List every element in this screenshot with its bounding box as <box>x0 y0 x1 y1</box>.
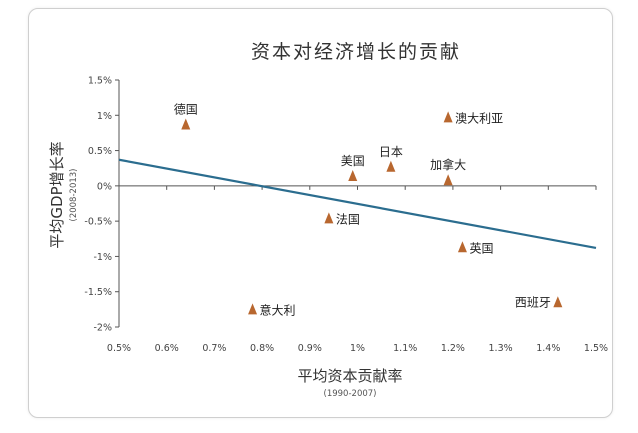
x-tick-label: 0.8% <box>250 343 274 354</box>
y-tick-label: 0.5% <box>88 146 112 157</box>
y-axis-title: 平均GDP增长率 (2008-2013) <box>48 141 79 248</box>
y-tick-label: 0% <box>97 181 112 192</box>
x-tick-label: 1% <box>350 343 365 354</box>
x-tick-label: 0.7% <box>202 343 226 354</box>
xlabel-sub: (1990-2007) <box>324 389 377 399</box>
trendline <box>118 158 597 250</box>
x-tick-label: 0.6% <box>155 343 179 354</box>
ylabel-sub: (2008-2013) <box>69 169 79 222</box>
point-label: 意大利 <box>260 302 296 317</box>
x-tick-label: 0.9% <box>298 343 322 354</box>
y-tick-label: -2% <box>94 323 113 334</box>
x-tick-label: 1.1% <box>393 343 417 354</box>
x-tick-label: 0.5% <box>107 343 131 354</box>
point-label: 德国 <box>174 101 198 116</box>
x-tick-label: 1.4% <box>536 343 560 354</box>
point-label: 日本 <box>379 145 403 159</box>
y-tick-label: -1% <box>94 252 113 263</box>
point-label: 西班牙 <box>515 295 551 309</box>
point-label: 美国 <box>341 154 365 168</box>
point-marker <box>443 111 453 123</box>
point-marker <box>443 174 453 186</box>
point-label: 澳大利亚 <box>455 111 503 125</box>
point-marker <box>386 160 396 172</box>
ylabel: 平均GDP增长率 <box>48 141 66 248</box>
x-tick-label: 1.3% <box>489 343 513 354</box>
chart-frame <box>28 8 613 418</box>
x-tick-label: 1.5% <box>584 343 608 354</box>
point-marker <box>181 118 191 130</box>
point-marker <box>457 241 467 253</box>
xlabel: 平均资本贡献率 <box>297 367 402 385</box>
point-marker <box>348 169 358 181</box>
point-marker <box>553 296 563 308</box>
point-label: 法国 <box>336 212 360 226</box>
y-tick-label: -1.5% <box>84 287 112 298</box>
y-tick-label: -0.5% <box>84 217 112 228</box>
chart-title: 资本对经济增长的贡献 <box>251 41 461 63</box>
x-tick-label: 1.2% <box>441 343 465 354</box>
axis-ticks: 1.5% 1% 0.5% 0% -0.5% -1% -1.5% -2% 0.5% 0.6% 0.7%… <box>84 76 608 355</box>
y-tick-label: 1.5% <box>88 76 112 87</box>
point-marker <box>248 303 258 315</box>
y-tick-label: 1% <box>97 111 112 122</box>
point-label: 加拿大 <box>430 157 466 172</box>
point-label: 英国 <box>469 241 493 255</box>
point-marker <box>324 212 334 224</box>
